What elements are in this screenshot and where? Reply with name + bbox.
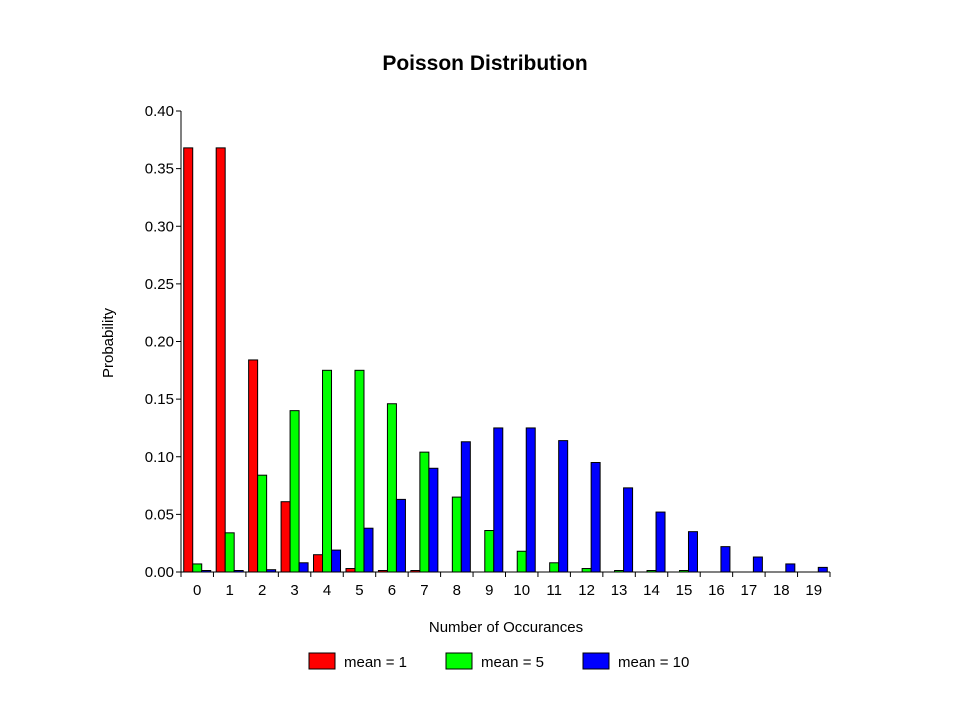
bar-series-3-x-15 (687, 531, 698, 573)
y-tick-label: 0.15 (145, 391, 174, 408)
bar-series-2-x-6 (386, 403, 397, 573)
bar-series-1-x-2 (248, 359, 259, 573)
x-tick-label: 0 (193, 582, 201, 599)
x-tick-label: 8 (453, 582, 461, 599)
bar-series-3-x-18 (785, 563, 796, 573)
bar-series-2-x-11 (549, 562, 560, 573)
bar-series-3-x-7 (428, 467, 439, 573)
bar-series-1-x-1 (215, 147, 226, 573)
x-tick-label: 3 (290, 582, 298, 599)
x-tick-label: 18 (773, 582, 790, 599)
legend: mean = 1 mean = 5 mean = 10 (308, 652, 689, 671)
legend-swatch-1 (308, 652, 336, 670)
bar-series-1-x-4 (313, 554, 324, 573)
bar-series-3-x-9 (493, 427, 504, 573)
x-tick-label: 17 (741, 582, 758, 599)
legend-label-2: mean = 5 (481, 654, 544, 671)
x-tick-label: 10 (513, 582, 530, 599)
x-tick-label: 19 (805, 582, 822, 599)
y-axis-label: Probability (100, 307, 117, 378)
bar-series-2-x-7 (419, 451, 430, 573)
bar-series-2-x-9 (484, 530, 495, 573)
x-tick-label: 16 (708, 582, 725, 599)
y-tick-label: 0.10 (145, 449, 174, 466)
legend-label-1: mean = 1 (344, 654, 407, 671)
legend-label-3: mean = 10 (618, 654, 689, 671)
bar-series-2-x-5 (354, 369, 365, 573)
x-tick-label: 1 (226, 582, 234, 599)
x-tick-label: 5 (355, 582, 363, 599)
bar-series-3-x-6 (395, 498, 406, 573)
chart-title: Poisson Distribution (382, 52, 587, 75)
bar-series-1-x-0 (183, 147, 194, 573)
bar-series-3-x-17 (752, 556, 763, 573)
bar-series-3-x-5 (363, 527, 374, 573)
bar-series-2-x-1 (224, 532, 235, 573)
y-tick-label: 0.35 (145, 161, 174, 178)
x-tick-label: 7 (420, 582, 428, 599)
y-tick-label: 0.40 (145, 103, 174, 120)
bar-series-3-x-4 (331, 549, 342, 573)
bar-series-2-x-8 (451, 496, 462, 573)
y-tick-label: 0.05 (145, 506, 174, 523)
x-axis-label: Number of Occurances (429, 619, 583, 636)
y-tick-label: 0.25 (145, 276, 174, 293)
bar-series-2-x-12 (581, 568, 592, 573)
bar-series-2-x-2 (257, 474, 268, 573)
bar-series-2-x-4 (322, 369, 333, 573)
plot-area: 0.000.050.100.150.200.250.300.350.400 1 2 3… (145, 103, 831, 599)
x-tick-label: 11 (546, 582, 562, 599)
bar-series-1-x-3 (280, 501, 291, 573)
bar-series-3-x-12 (590, 462, 601, 573)
bar-series-3-x-16 (720, 546, 731, 573)
y-tick-label: 0.00 (145, 564, 174, 581)
bar-series-3-x-14 (655, 511, 666, 573)
bar-series-3-x-10 (525, 427, 536, 573)
x-tick-label: 15 (676, 582, 693, 599)
y-tick-label: 0.30 (145, 218, 174, 235)
bar-series-1-x-5 (345, 568, 356, 573)
bar-series-2-x-10 (516, 550, 527, 573)
x-tick-label: 2 (258, 582, 266, 599)
bar-series-3-x-3 (298, 562, 309, 573)
bar-series-3-x-13 (623, 487, 634, 573)
x-tick-label: 13 (611, 582, 628, 599)
bar-series-3-x-11 (558, 440, 569, 573)
x-tick-label: 4 (323, 582, 331, 599)
bar-series-3-x-19 (817, 566, 828, 573)
x-tick-label: 12 (578, 582, 595, 599)
bar-series-2-x-0 (192, 563, 203, 573)
x-tick-label: 9 (485, 582, 493, 599)
x-tick-label: 6 (388, 582, 396, 599)
bar-series-2-x-3 (289, 410, 300, 573)
legend-swatch-3 (582, 652, 610, 670)
legend-swatch-2 (445, 652, 473, 670)
y-tick-label: 0.20 (145, 334, 174, 351)
x-tick-label: 14 (643, 582, 660, 599)
bar-series-3-x-8 (460, 441, 471, 573)
